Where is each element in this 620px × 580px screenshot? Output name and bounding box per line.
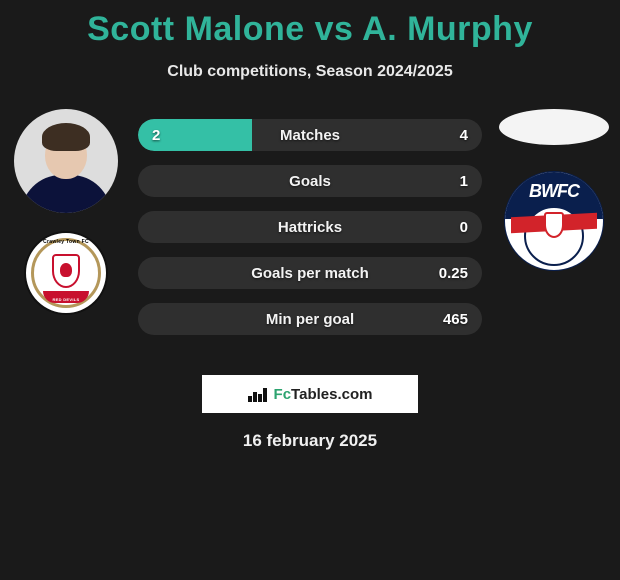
club-right-initials: BWFC — [505, 181, 603, 202]
club-left-name: Crawley Town FC — [26, 239, 106, 245]
player-right-club-badge: BWFC — [504, 171, 604, 271]
stat-value-right: 4 — [460, 119, 468, 151]
player-left-avatar — [14, 109, 118, 213]
brand-text: FcTables.com — [274, 386, 373, 403]
stat-label: Goals per match — [138, 257, 482, 289]
comparison-body: Crawley Town FC RED DEVILS BWFC 2Matches… — [0, 109, 620, 369]
player-right-avatar — [499, 109, 609, 145]
comparison-title: Scott Malone vs A. Murphy — [0, 0, 620, 49]
right-player-column: BWFC — [494, 109, 614, 271]
stat-bars: 2Matches4 Goals1 Hattricks0 Goals per match… — [138, 119, 482, 349]
comparison-date: 16 february 2025 — [0, 431, 620, 451]
left-player-column: Crawley Town FC RED DEVILS — [6, 109, 126, 315]
stat-label: Goals — [138, 165, 482, 197]
brand-suffix: Tables.com — [291, 386, 372, 403]
stat-row: Goals1 — [138, 165, 482, 197]
stat-value-right: 0 — [460, 211, 468, 243]
club-left-banner: RED DEVILS — [26, 297, 106, 302]
stat-label: Min per goal — [138, 303, 482, 335]
stat-value-right: 465 — [443, 303, 468, 335]
brand-badge: FcTables.com — [202, 375, 418, 413]
stat-row: Hattricks0 — [138, 211, 482, 243]
comparison-subtitle: Club competitions, Season 2024/2025 — [0, 63, 620, 81]
stat-row: Goals per match0.25 — [138, 257, 482, 289]
brand-chart-icon — [248, 386, 270, 402]
stat-value-right: 0.25 — [439, 257, 468, 289]
brand-prefix: Fc — [274, 386, 292, 403]
stat-label: Hattricks — [138, 211, 482, 243]
stat-row: 2Matches4 — [138, 119, 482, 151]
stat-row: Min per goal465 — [138, 303, 482, 335]
stat-value-right: 1 — [460, 165, 468, 197]
player-left-club-badge: Crawley Town FC RED DEVILS — [24, 231, 108, 315]
stat-label: Matches — [138, 119, 482, 151]
